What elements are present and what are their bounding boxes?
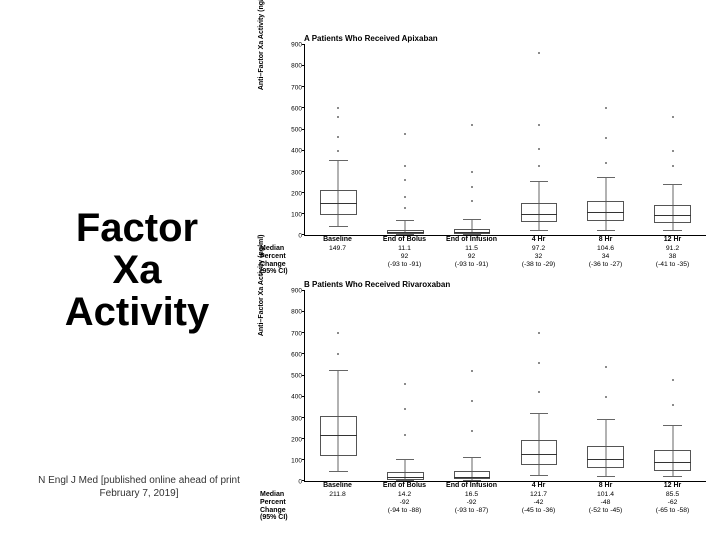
panel-b-chart: Anti–Factor Xa Activity (ng/ml) 01002003…: [260, 291, 706, 482]
xcat-label: 8 Hr: [572, 236, 639, 243]
panel-a-stats-label: Median Percent Change (95% CI): [260, 245, 304, 276]
ytick-label: 500: [291, 373, 302, 380]
title-line-3: Activity: [65, 290, 210, 334]
ytick-label: 500: [291, 127, 302, 134]
box-column: [305, 45, 372, 235]
panel-b-ylabel: Anti–Factor Xa Activity (ng/ml): [258, 234, 265, 336]
slide: Factor Xa Activity N Engl J Med [publish…: [0, 0, 720, 540]
box: [454, 471, 491, 479]
ytick-label: 700: [291, 330, 302, 337]
stat-col: 149.7: [304, 245, 371, 276]
stat-col: 121.7-42(-45 to -36): [505, 491, 572, 522]
panel-b-xcats: BaselineEnd of BolusEnd of Infusion4 Hr8…: [304, 482, 706, 489]
xcat-label: End of Bolus: [371, 482, 438, 489]
box-column: [572, 291, 639, 481]
ytick-label: 900: [291, 42, 302, 49]
ytick-label: 900: [291, 288, 302, 295]
slide-title: Factor Xa Activity: [26, 207, 248, 333]
panel-a-ylabel: Anti–Factor Xa Activity (ng/ml): [258, 0, 265, 90]
stat-col: 91.238(-41 to -35): [639, 245, 706, 276]
ytick-label: 200: [291, 436, 302, 443]
xcat-label: 4 Hr: [505, 482, 572, 489]
box: [387, 472, 424, 479]
panel-b: B Patients Who Received Rivaroxaban Anti…: [260, 280, 706, 522]
box-column: [506, 291, 573, 481]
xcat-label: Baseline: [304, 236, 371, 243]
panel-b-stats-cols: 211.8 14.2-92(-94 to -88)16.5-92(-93 to …: [304, 491, 706, 522]
ytick-label: 600: [291, 105, 302, 112]
ytick-label: 800: [291, 309, 302, 316]
stat-col: 104.634(-36 to -27): [572, 245, 639, 276]
ytick-label: 400: [291, 394, 302, 401]
xcat-label: 12 Hr: [639, 482, 706, 489]
stat-col: 11.192(-93 to -91): [371, 245, 438, 276]
right-column: A Patients Who Received Apixaban Anti–Fa…: [260, 0, 720, 540]
box: [654, 450, 691, 471]
stat-col: 101.4-48(-52 to -45): [572, 491, 639, 522]
panel-b-stats-label: Median Percent Change (95% CI): [260, 491, 304, 522]
stat-col: 211.8: [304, 491, 371, 522]
panel-a-yaxis: Anti–Factor Xa Activity (ng/ml) 01002003…: [260, 45, 304, 236]
panel-a-plot: [304, 45, 706, 236]
ytick-label: 300: [291, 415, 302, 422]
ytick-label: 800: [291, 63, 302, 70]
title-line-2: Xa: [113, 248, 162, 292]
box: [654, 205, 691, 223]
stat-col: 11.592(-93 to -91): [438, 245, 505, 276]
panel-a-xcats: BaselineEnd of BolusEnd of Infusion4 Hr8…: [304, 236, 706, 243]
ytick-label: 600: [291, 351, 302, 358]
xcat-label: End of Infusion: [438, 482, 505, 489]
ytick-label: 700: [291, 84, 302, 91]
xcat-label: End of Bolus: [371, 236, 438, 243]
box-column: [372, 291, 439, 481]
xcat-label: 4 Hr: [505, 236, 572, 243]
box-column: [305, 291, 372, 481]
panel-b-yaxis: Anti–Factor Xa Activity (ng/ml) 01002003…: [260, 291, 304, 482]
ytick-label: 100: [291, 212, 302, 219]
ytick-label: 100: [291, 458, 302, 465]
box-column: [372, 45, 439, 235]
box: [521, 440, 558, 465]
xcat-label: 12 Hr: [639, 236, 706, 243]
ytick-label: 400: [291, 148, 302, 155]
box: [521, 203, 558, 222]
xcat-label: End of Infusion: [438, 236, 505, 243]
stat-col: 16.5-92(-93 to -87): [438, 491, 505, 522]
xcat-label: 8 Hr: [572, 482, 639, 489]
ytick-label: 200: [291, 190, 302, 197]
title-line-1: Factor: [76, 206, 198, 250]
citation: N Engl J Med [published online ahead of …: [24, 474, 254, 500]
stat-col: 97.232(-38 to -29): [505, 245, 572, 276]
box-column: [572, 45, 639, 235]
xcat-label: Baseline: [304, 482, 371, 489]
ytick-label: 300: [291, 169, 302, 176]
box-column: [639, 45, 706, 235]
stat-col: 14.2-92(-94 to -88): [371, 491, 438, 522]
panel-b-plot: [304, 291, 706, 482]
panel-a: A Patients Who Received Apixaban Anti–Fa…: [260, 34, 706, 276]
box-column: [439, 291, 506, 481]
box-column: [506, 45, 573, 235]
panel-a-stats: Median Percent Change (95% CI) 149.7 11.…: [260, 245, 706, 276]
box: [587, 446, 624, 468]
box-column: [439, 45, 506, 235]
panel-a-title: A Patients Who Received Apixaban: [304, 34, 706, 43]
panel-b-stats: Median Percent Change (95% CI) 211.8 14.…: [260, 491, 706, 522]
panel-a-chart: Anti–Factor Xa Activity (ng/ml) 01002003…: [260, 45, 706, 236]
left-column: Factor Xa Activity N Engl J Med [publish…: [0, 0, 260, 540]
box-column: [639, 291, 706, 481]
panel-b-title: B Patients Who Received Rivaroxaban: [304, 280, 706, 289]
stat-col: 85.5-62(-65 to -58): [639, 491, 706, 522]
panel-a-stats-cols: 149.7 11.192(-93 to -91)11.592(-93 to -9…: [304, 245, 706, 276]
